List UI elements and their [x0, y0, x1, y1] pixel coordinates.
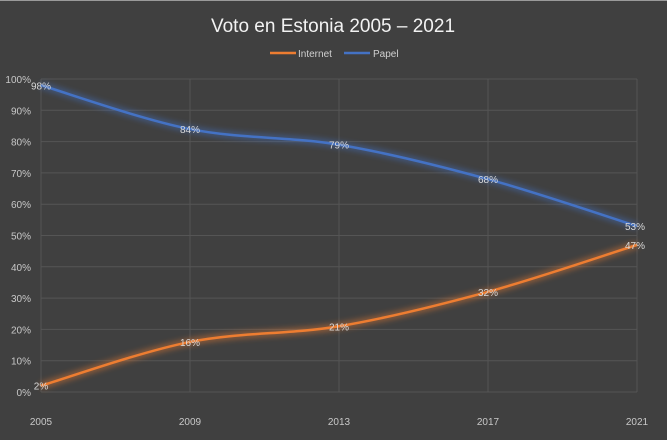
data-label: 98%	[31, 81, 51, 92]
data-label: 68%	[478, 175, 498, 186]
x-tick-label: 2021	[626, 417, 649, 428]
data-label: 79%	[329, 141, 349, 152]
y-tick-label: 30%	[11, 294, 31, 305]
y-tick-label: 60%	[11, 200, 31, 211]
x-tick-label: 2013	[328, 417, 351, 428]
y-tick-label: 40%	[11, 263, 31, 274]
grid: 0% 10% 20% 30% 40% 50% 60% 70% 80% 90% 100% 2005 200…	[5, 75, 648, 428]
legend-label-papel: Papel	[373, 49, 399, 60]
x-tick-label: 2005	[30, 417, 53, 428]
data-label: 47%	[625, 241, 645, 252]
data-label: 16%	[180, 338, 200, 349]
series-line-internet	[40, 243, 638, 387]
y-tick-label: 90%	[11, 106, 31, 117]
y-tick-label: 0%	[17, 388, 32, 399]
legend: Internet Papel	[270, 49, 399, 60]
data-label: 21%	[329, 322, 349, 333]
y-tick-label: 100%	[5, 75, 31, 86]
data-label: 2%	[34, 382, 49, 393]
y-tick-label: 20%	[11, 325, 31, 336]
data-label: 53%	[625, 222, 645, 233]
series-group: 2% 16% 21% 32% 47% 98% 84% 79% 68% 53%	[31, 81, 645, 392]
y-tick-label: 80%	[11, 138, 31, 149]
legend-label-internet: Internet	[298, 49, 332, 60]
x-tick-label: 2009	[179, 417, 202, 428]
series-line-papel	[40, 84, 638, 228]
y-tick-label: 70%	[11, 169, 31, 180]
data-label: 84%	[180, 125, 200, 136]
y-tick-label: 10%	[11, 357, 31, 368]
y-tick-label: 50%	[11, 232, 31, 243]
chart-title: Voto en Estonia 2005 – 2021	[211, 16, 455, 37]
data-label: 32%	[478, 288, 498, 299]
x-tick-label: 2017	[477, 417, 500, 428]
